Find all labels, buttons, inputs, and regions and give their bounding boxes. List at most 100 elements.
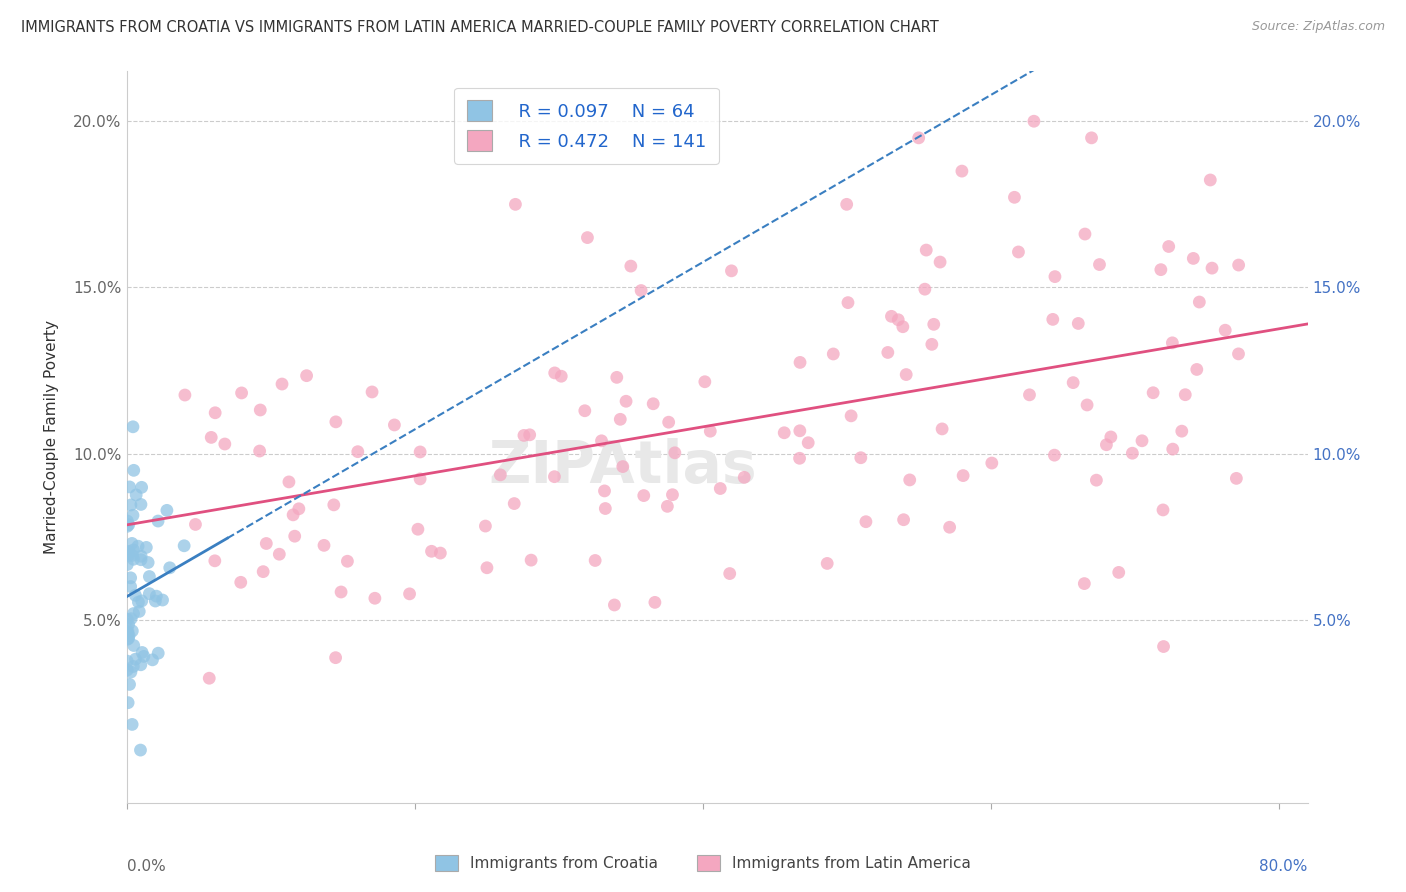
Point — [1182, 252, 1205, 266]
Point — [614, 394, 637, 409]
Point — [131, 594, 153, 608]
Point — [1099, 430, 1122, 444]
Text: ZIPAtlas: ZIPAtlas — [488, 438, 756, 495]
Point — [543, 469, 565, 483]
Legend:   R = 0.097    N = 64,   R = 0.472    N = 141: R = 0.097 N = 64, R = 0.472 N = 141 — [454, 87, 718, 164]
Point — [198, 671, 221, 685]
Point — [1095, 438, 1118, 452]
Point — [120, 665, 142, 679]
Point — [630, 284, 652, 298]
Point — [184, 517, 207, 532]
Point — [118, 549, 141, 563]
Point — [576, 230, 599, 244]
Point — [718, 566, 741, 581]
Point — [1080, 131, 1102, 145]
Point — [952, 468, 974, 483]
Point — [120, 580, 142, 594]
Text: 80.0%: 80.0% — [1260, 859, 1308, 874]
Point — [117, 624, 139, 639]
Point — [644, 595, 666, 609]
Point — [593, 483, 616, 498]
Point — [156, 503, 179, 517]
Point — [229, 575, 252, 590]
Point — [284, 529, 307, 543]
Point — [129, 549, 152, 564]
Point — [204, 554, 226, 568]
Point — [121, 717, 143, 731]
Point — [118, 480, 141, 494]
Point — [1042, 312, 1064, 326]
Point — [398, 587, 420, 601]
Point — [361, 384, 384, 399]
Point — [733, 470, 755, 484]
Point — [574, 403, 596, 417]
Point — [117, 613, 139, 627]
Point — [1227, 347, 1250, 361]
Point — [896, 368, 918, 382]
Point — [1227, 258, 1250, 272]
Point — [1007, 244, 1029, 259]
Point — [643, 397, 665, 411]
Point — [1161, 442, 1184, 457]
Point — [118, 677, 141, 691]
Point — [120, 612, 142, 626]
Point — [1062, 376, 1084, 390]
Point — [420, 544, 443, 558]
Point — [1067, 317, 1090, 331]
Point — [839, 409, 862, 423]
Point — [122, 607, 145, 621]
Point — [823, 347, 845, 361]
Point — [513, 428, 536, 442]
Point — [1201, 261, 1223, 276]
Point — [595, 501, 617, 516]
Point — [1004, 190, 1026, 204]
Point — [295, 368, 318, 383]
Point — [121, 549, 143, 563]
Point — [489, 467, 512, 482]
Point — [336, 554, 359, 568]
Text: IMMIGRANTS FROM CROATIA VS IMMIGRANTS FROM LATIN AMERICA MARRIED-COUPLE FAMILY P: IMMIGRANTS FROM CROATIA VS IMMIGRANTS FR… — [21, 20, 939, 35]
Text: Source: ZipAtlas.com: Source: ZipAtlas.com — [1251, 20, 1385, 33]
Point — [249, 403, 271, 417]
Point — [880, 310, 903, 324]
Point — [620, 259, 643, 273]
Point — [409, 445, 432, 459]
Point — [773, 425, 796, 440]
Point — [1073, 576, 1095, 591]
Point — [122, 463, 145, 477]
Point — [709, 482, 731, 496]
Point — [938, 520, 960, 534]
Point — [325, 415, 347, 429]
Point — [1174, 387, 1197, 401]
Point — [429, 546, 451, 560]
Point — [922, 318, 945, 332]
Point — [117, 617, 139, 632]
Point — [122, 508, 145, 523]
Point — [138, 569, 160, 583]
Point — [789, 355, 811, 369]
Point — [657, 500, 679, 514]
Point — [132, 649, 155, 664]
Point — [1225, 471, 1247, 485]
Point — [129, 743, 152, 757]
Point — [136, 556, 159, 570]
Point — [121, 624, 143, 638]
Point — [131, 645, 153, 659]
Point — [1185, 362, 1208, 376]
Point — [907, 131, 929, 145]
Point — [117, 519, 139, 533]
Point — [322, 498, 344, 512]
Point — [1074, 227, 1097, 241]
Point — [931, 422, 953, 436]
Point — [1199, 173, 1222, 187]
Point — [118, 628, 141, 642]
Point — [980, 456, 1002, 470]
Point — [915, 243, 938, 257]
Point — [664, 446, 686, 460]
Point — [118, 544, 141, 558]
Point — [200, 430, 222, 444]
Point — [1121, 446, 1143, 460]
Point — [1088, 258, 1111, 272]
Point — [849, 450, 872, 465]
Point — [325, 650, 347, 665]
